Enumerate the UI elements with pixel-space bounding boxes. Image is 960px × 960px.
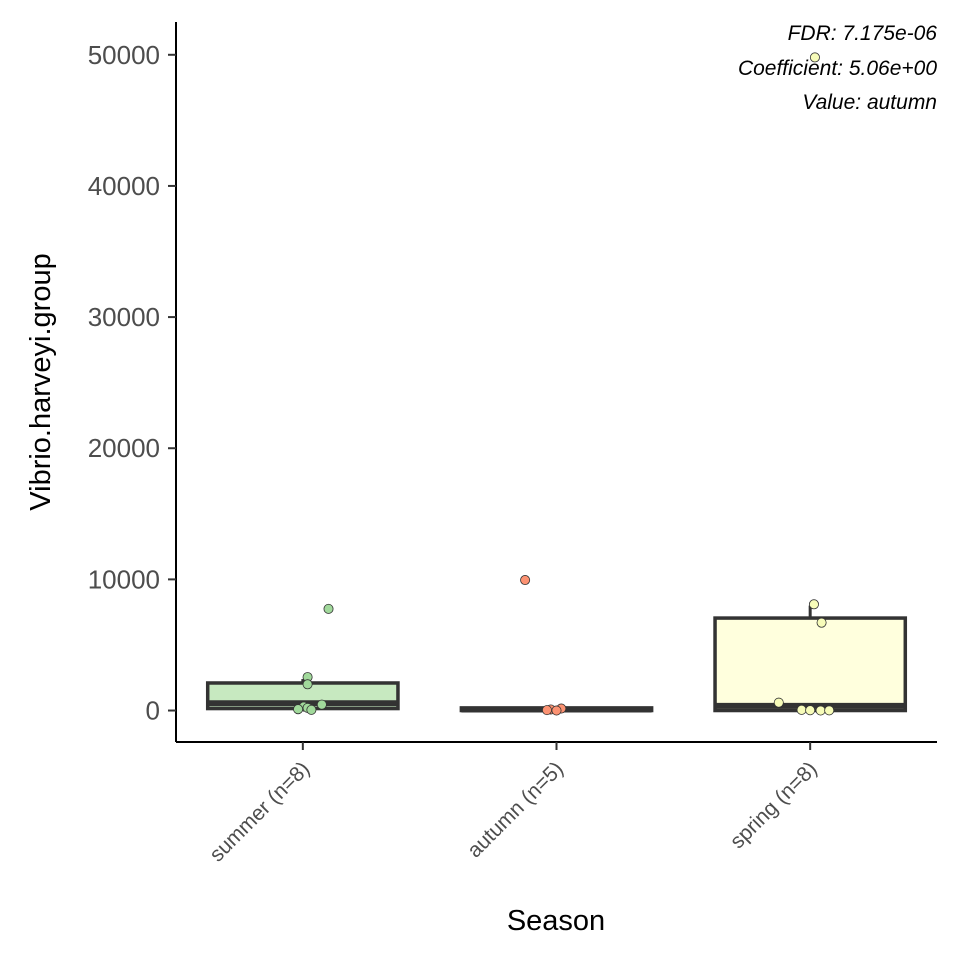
y-tick-label: 30000	[88, 302, 160, 332]
y-axis-title: Vibrio.harveyi.group	[25, 253, 57, 510]
y-tick-label: 0	[146, 696, 160, 726]
stats-annotation: FDR: 7.175e-06 Coefficient: 5.06e+00 Val…	[738, 22, 937, 114]
axes-layer: 0 10000 20000 30000 40000 50000 summer (n=8) au…	[88, 22, 937, 866]
data-point	[316, 699, 327, 710]
y-tick-label: 40000	[88, 171, 160, 201]
data-point	[773, 697, 784, 708]
data-point	[805, 705, 816, 716]
box-layer	[205, 605, 908, 713]
x-tick-label: autumn (n=5)	[463, 757, 568, 862]
x-tick-label: spring (n=8)	[726, 757, 822, 853]
data-point	[816, 617, 827, 628]
data-point	[796, 704, 807, 715]
data-point	[824, 705, 835, 716]
x-axis-title: Season	[507, 905, 605, 937]
point-layer	[293, 52, 835, 716]
data-point	[323, 603, 334, 614]
y-tick-label: 10000	[88, 564, 160, 594]
coefficient-annotation: Coefficient: 5.06e+00	[738, 57, 937, 80]
data-point	[809, 52, 820, 63]
data-point	[541, 705, 552, 716]
data-point	[815, 705, 826, 716]
data-point	[520, 575, 531, 586]
data-point	[293, 704, 304, 715]
data-point	[302, 679, 313, 690]
data-point	[808, 599, 819, 610]
data-point	[306, 704, 317, 715]
data-point	[551, 705, 562, 716]
box-2	[713, 616, 908, 713]
fdr-annotation: FDR: 7.175e-06	[788, 22, 938, 45]
x-tick-label: summer (n=8)	[205, 757, 314, 866]
value-annotation: Value: autumn	[802, 91, 937, 114]
y-tick-label: 50000	[88, 40, 160, 70]
y-tick-label: 20000	[88, 433, 160, 463]
